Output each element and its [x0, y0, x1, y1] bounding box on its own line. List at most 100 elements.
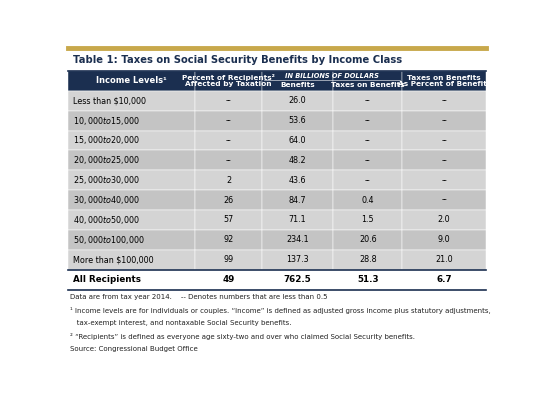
Bar: [262, 230, 333, 250]
Bar: [195, 91, 262, 111]
Text: --: --: [441, 136, 447, 145]
Text: 6.7: 6.7: [436, 275, 452, 284]
Bar: [195, 190, 262, 210]
Text: --: --: [226, 116, 232, 125]
Text: --: --: [365, 96, 370, 105]
Text: --: --: [441, 156, 447, 165]
Bar: [333, 111, 402, 130]
Bar: [68, 250, 195, 270]
Text: Percent of Recipients²: Percent of Recipients²: [182, 74, 275, 81]
Text: --: --: [441, 196, 447, 204]
Text: Taxes on Benefits: Taxes on Benefits: [407, 75, 481, 81]
Text: --: --: [226, 136, 232, 145]
Text: 57: 57: [224, 215, 234, 225]
Text: --: --: [441, 176, 447, 185]
Text: 234.1: 234.1: [286, 236, 309, 244]
Bar: [68, 270, 195, 290]
Text: 51.3: 51.3: [357, 275, 379, 284]
Text: 20.6: 20.6: [359, 236, 376, 244]
Text: --: --: [365, 176, 370, 185]
Text: 28.8: 28.8: [359, 255, 376, 264]
Bar: [68, 190, 195, 210]
Bar: [333, 170, 402, 190]
Bar: [68, 71, 195, 91]
Bar: [402, 71, 486, 91]
Text: IN BILLIONS OF DOLLARS: IN BILLIONS OF DOLLARS: [285, 74, 379, 80]
Text: ¹ Income levels are for individuals or couples. “Income” is defined as adjusted : ¹ Income levels are for individuals or c…: [70, 307, 490, 314]
Text: 49: 49: [222, 275, 235, 284]
Text: Source: Congressional Budget Office: Source: Congressional Budget Office: [70, 347, 197, 353]
Text: $40,000 to $50,000: $40,000 to $50,000: [72, 214, 139, 226]
Text: 26: 26: [224, 196, 234, 204]
Bar: [195, 210, 262, 230]
Bar: [68, 230, 195, 250]
Bar: [68, 48, 486, 71]
Text: --: --: [441, 116, 447, 125]
Bar: [195, 150, 262, 170]
Text: 64.0: 64.0: [289, 136, 306, 145]
Text: 43.6: 43.6: [289, 176, 306, 185]
Bar: [195, 270, 262, 290]
Text: $15,000 to $20,000: $15,000 to $20,000: [72, 135, 139, 147]
Text: tax-exempt interest, and nontaxable Social Security benefits.: tax-exempt interest, and nontaxable Soci…: [70, 320, 291, 326]
Bar: [195, 130, 262, 150]
Text: 762.5: 762.5: [284, 275, 312, 284]
Text: Less than $10,000: Less than $10,000: [72, 96, 145, 105]
Text: --: --: [441, 96, 447, 105]
Text: 2: 2: [226, 176, 231, 185]
Text: Taxes on Benefits: Taxes on Benefits: [331, 82, 404, 88]
Bar: [262, 250, 333, 270]
Bar: [262, 91, 333, 111]
Bar: [333, 71, 402, 91]
Bar: [195, 111, 262, 130]
Text: Data are from tax year 2014.    -- Denotes numbers that are less than 0.5: Data are from tax year 2014. -- Denotes …: [70, 294, 327, 300]
Text: --: --: [226, 96, 232, 105]
Bar: [333, 230, 402, 250]
Text: ² “Recipients” is defined as everyone age sixty-two and over who claimed Social : ² “Recipients” is defined as everyone ag…: [70, 333, 415, 341]
Text: Table 1: Taxes on Social Security Benefits by Income Class: Table 1: Taxes on Social Security Benefi…: [72, 55, 402, 65]
Text: Benefits: Benefits: [280, 82, 315, 88]
Bar: [262, 111, 333, 130]
Text: 84.7: 84.7: [289, 196, 307, 204]
Bar: [333, 250, 402, 270]
Text: --: --: [365, 156, 370, 165]
Text: 92: 92: [224, 236, 234, 244]
Text: --: --: [365, 116, 370, 125]
Text: 137.3: 137.3: [286, 255, 309, 264]
Bar: [402, 190, 486, 210]
Bar: [402, 270, 486, 290]
Text: --: --: [226, 156, 232, 165]
Bar: [262, 270, 333, 290]
Bar: [333, 270, 402, 290]
Text: 9.0: 9.0: [438, 236, 450, 244]
Bar: [262, 170, 333, 190]
Bar: [68, 170, 195, 190]
Bar: [68, 130, 195, 150]
Text: $50,000 to $100,000: $50,000 to $100,000: [72, 234, 145, 246]
Bar: [195, 230, 262, 250]
Bar: [333, 91, 402, 111]
Text: $10,000 to $15,000: $10,000 to $15,000: [72, 115, 139, 126]
Text: 26.0: 26.0: [289, 96, 307, 105]
Bar: [333, 190, 402, 210]
Bar: [195, 250, 262, 270]
Bar: [402, 91, 486, 111]
Text: More than $100,000: More than $100,000: [72, 255, 153, 264]
Text: Income Levels¹: Income Levels¹: [96, 76, 167, 85]
Text: --: --: [365, 136, 370, 145]
Text: $20,000 to $25,000: $20,000 to $25,000: [72, 154, 139, 166]
Text: $30,000 to $40,000: $30,000 to $40,000: [72, 194, 139, 206]
Text: 71.1: 71.1: [289, 215, 307, 225]
Text: 0.4: 0.4: [361, 196, 374, 204]
Text: 21.0: 21.0: [435, 255, 453, 264]
Text: All Recipients: All Recipients: [72, 275, 140, 284]
Bar: [402, 111, 486, 130]
Bar: [195, 71, 262, 91]
Bar: [333, 130, 402, 150]
Bar: [262, 210, 333, 230]
Text: 99: 99: [224, 255, 234, 264]
Bar: [402, 150, 486, 170]
Bar: [402, 130, 486, 150]
Text: 53.6: 53.6: [289, 116, 307, 125]
Text: Affected by Taxation: Affected by Taxation: [185, 81, 272, 87]
